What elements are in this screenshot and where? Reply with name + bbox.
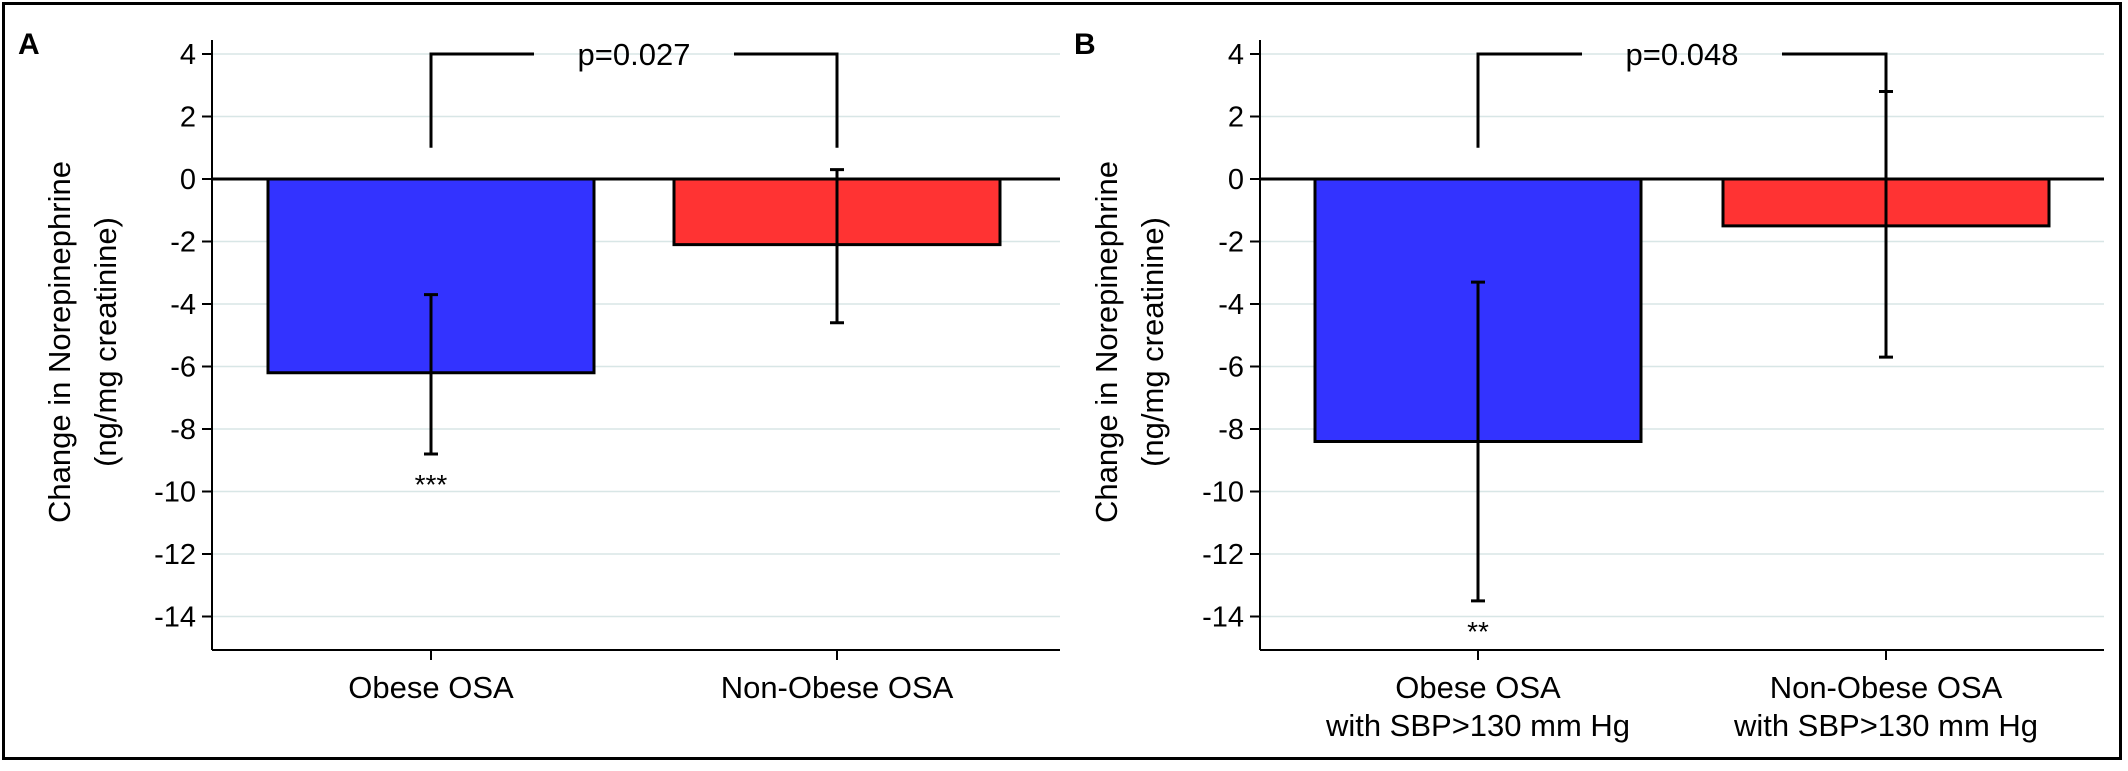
y-axis-title-line2: (ng/mg creatinine) — [88, 217, 123, 467]
x-tick-label: with SBP>130 mm Hg — [1733, 708, 2038, 743]
y-tick-label: -4 — [170, 289, 196, 321]
bracket-right — [1782, 52, 1888, 148]
y-tick-label: -12 — [1202, 539, 1244, 571]
significance-stars: *** — [415, 469, 448, 500]
y-tick-label: 4 — [180, 39, 196, 71]
panel-label: A — [18, 28, 40, 61]
y-tick-label: 2 — [180, 102, 196, 134]
y-tick-label: -14 — [154, 602, 196, 634]
y-tick-label: -10 — [154, 477, 196, 509]
y-tick-label: -12 — [154, 539, 196, 571]
p-value-label: p=0.048 — [1626, 37, 1739, 72]
bracket-left — [1476, 52, 1582, 148]
y-tick-label: -14 — [1202, 602, 1244, 634]
y-axis-title-line1: Change in Norepinephrine — [42, 161, 77, 523]
y-tick-label: -6 — [170, 352, 196, 384]
y-axis-title-line1: Change in Norepinephrine — [1089, 161, 1124, 523]
panel-label: B — [1074, 28, 1096, 61]
x-tick-label: with SBP>130 mm Hg — [1325, 708, 1630, 743]
x-tick-label: Obese OSA — [348, 670, 514, 705]
y-tick-label: -2 — [170, 227, 196, 259]
y-tick-label: -6 — [1218, 352, 1244, 384]
y-tick-label: 0 — [180, 164, 196, 196]
y-tick-label: -2 — [1218, 227, 1244, 259]
y-tick-label: 4 — [1228, 39, 1244, 71]
x-tick-label: Non-Obese OSA — [1770, 670, 2003, 705]
significance-stars: ** — [1467, 616, 1489, 647]
y-tick-label: 0 — [1228, 164, 1244, 196]
bracket-left — [429, 52, 534, 148]
chart-panel-a: A 4 2 0 -2 -4 -6 -8 -10 -12 -14 Change in Norepinep… — [18, 28, 1060, 705]
x-tick-label: Non-Obese OSA — [721, 670, 954, 705]
chart-panel-b: B 4 2 0 -2 -4 -6 -8 -10 -12 -14 Change in Norepinep… — [1074, 28, 2104, 743]
y-tick-label: 2 — [1228, 102, 1244, 134]
y-tick-label: -10 — [1202, 477, 1244, 509]
y-axis-title-line2: (ng/mg creatinine) — [1135, 217, 1170, 467]
y-tick-label: -8 — [170, 414, 196, 446]
y-tick-label: -8 — [1218, 414, 1244, 446]
x-tick-label: Obese OSA — [1395, 670, 1561, 705]
bracket-right — [734, 52, 839, 148]
p-value-label: p=0.027 — [578, 37, 691, 72]
y-tick-label: -4 — [1218, 289, 1244, 321]
